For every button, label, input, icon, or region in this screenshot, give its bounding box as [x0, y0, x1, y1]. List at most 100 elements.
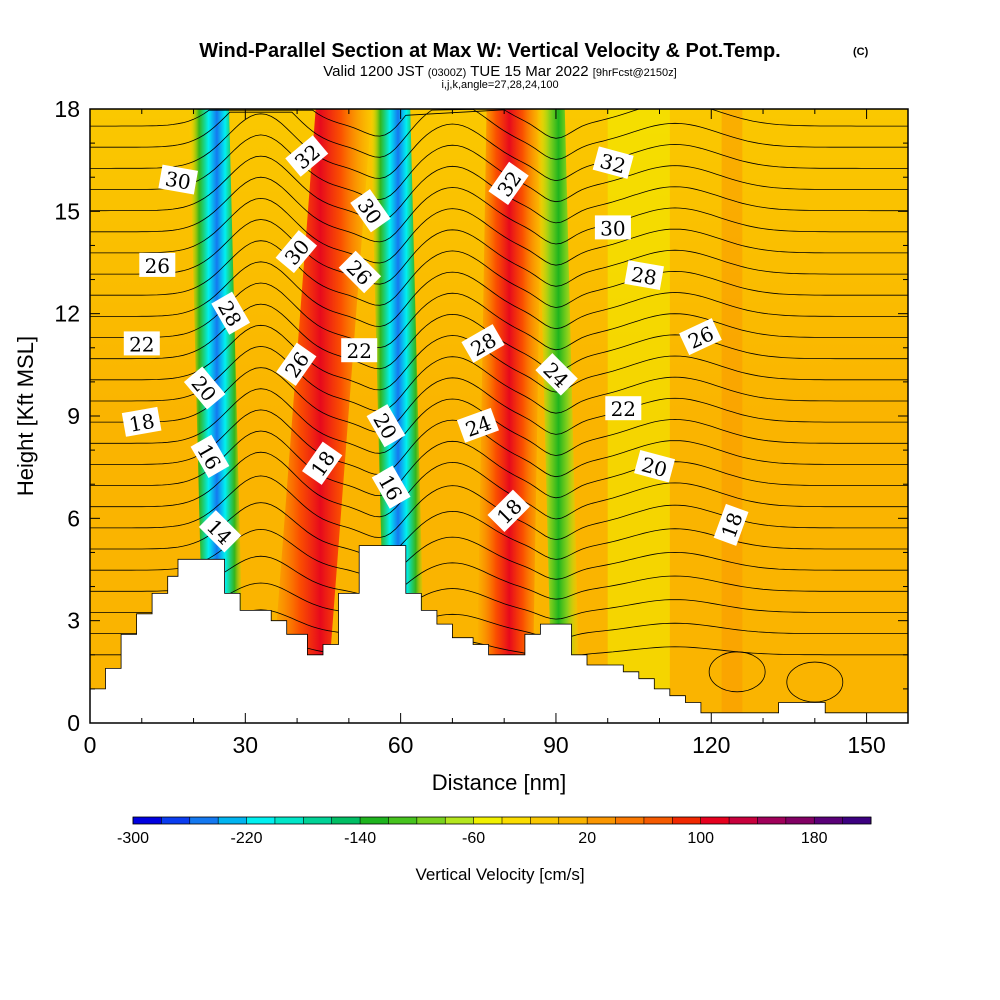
colorbar-tick-label: 20 [578, 830, 596, 847]
x-tick-label: 90 [543, 732, 569, 758]
colorbar-tick-label: -220 [230, 830, 262, 847]
copyright-mark: (C) [853, 46, 869, 58]
colorbar-swatch [785, 817, 815, 824]
theta-contour-line [90, 109, 908, 139]
theta-contour-line [786, 661, 844, 703]
colorbar-swatch [502, 817, 531, 824]
valid-date: TUE 15 Mar 2022 [470, 63, 588, 80]
y-tick-label: 12 [54, 301, 80, 327]
colorbar-tick-label: -300 [117, 830, 149, 847]
y-tick-label: 6 [67, 505, 80, 531]
colorbar-tick-label: -140 [344, 830, 376, 847]
theta-contour-line [90, 240, 908, 308]
theta-contour-line [708, 651, 766, 693]
x-tick-label: 30 [233, 732, 259, 758]
theta-contour-line [90, 261, 908, 330]
colorbar-swatch [473, 817, 503, 824]
valid-time-line: Valid 1200 JST (0300Z) TUE 15 Mar 2022 [… [323, 63, 676, 80]
section-indices: i,j,k,angle=27,28,24,100 [441, 79, 558, 91]
colorbar-swatch [587, 817, 616, 824]
x-tick-label: 120 [692, 732, 730, 758]
contour-label: 22 [123, 331, 160, 356]
theta-contour-line [90, 113, 908, 182]
colorbar-swatch [445, 817, 474, 824]
colorbar-swatch [133, 817, 162, 824]
colorbar-swatch [416, 817, 446, 824]
contour-label-text: 22 [129, 332, 154, 356]
contour-label-text: 22 [611, 397, 636, 421]
theta-contour-line [90, 430, 908, 499]
x-tick-label: 150 [847, 732, 885, 758]
contour-label: 22 [605, 396, 642, 421]
colorbar-swatch [729, 817, 758, 824]
theta-contour-line [90, 345, 908, 414]
colorbar-swatch [558, 817, 588, 824]
colorbar-swatch [303, 817, 332, 824]
theta-contour-line [90, 109, 908, 160]
x-tick-label: 60 [388, 732, 414, 758]
contour-label: 28 [461, 324, 505, 363]
colorbar-tick-label: 100 [687, 830, 714, 847]
theta-contour-line [90, 197, 908, 266]
colorbar-label: Vertical Velocity [cm/s] [415, 865, 584, 884]
x-tick-label: 0 [84, 732, 97, 758]
theta-contour-line [90, 388, 908, 456]
contour-label-text: 22 [346, 339, 371, 363]
contour-label: 26 [139, 252, 176, 278]
y-tick-label: 3 [67, 608, 80, 634]
colorbar-swatch [218, 817, 247, 824]
colorbar-swatch [331, 817, 361, 824]
theta-contour-line [90, 409, 908, 478]
colorbar-tick-label: -60 [462, 830, 485, 847]
contour-label: 18 [121, 406, 162, 437]
forecast-info: [9hrFcst@2150z] [593, 67, 677, 79]
terrain [90, 545, 908, 723]
colorbar-swatch [530, 817, 560, 824]
colorbar-swatch [700, 817, 730, 824]
colorbar-swatch [672, 817, 701, 824]
theta-contour-line [90, 367, 908, 435]
theta-contour-line [90, 176, 908, 245]
colorbar-swatch [360, 817, 389, 824]
colorbar-tick-label: 180 [801, 830, 828, 847]
updraft-band [476, 109, 543, 723]
y-tick-label: 0 [67, 710, 80, 736]
colorbar-swatch [814, 817, 843, 824]
colorbar-swatch [643, 817, 673, 824]
theta-contour-line [90, 451, 908, 520]
colorbar-swatch [388, 817, 418, 824]
colorbar-swatch [189, 817, 219, 824]
colorbar-swatch [842, 817, 872, 824]
colorbar-swatch [246, 817, 276, 824]
valid-time-local: Valid 1200 JST [323, 63, 423, 80]
colorbar-swatch [757, 817, 787, 824]
theta-contour-line [90, 324, 908, 393]
contour-label-text: 18 [127, 409, 156, 437]
y-tick-label: 18 [54, 96, 80, 122]
updraft-band-shape [476, 109, 543, 723]
contour-label-text: 30 [163, 167, 192, 195]
theta-contour-line [90, 219, 908, 287]
axes: 0 30 60 90 120 150 0 3 6 9 12 15 18 [54, 96, 908, 758]
colorbar-swatch [161, 817, 191, 824]
contour-label: 28 [211, 291, 251, 335]
theta-contour-line [90, 134, 908, 203]
contour-label-text: 26 [145, 254, 170, 278]
colorbar-swatch [615, 817, 645, 824]
valid-time-utc: (0300Z) [428, 67, 467, 79]
y-axis-label: Height [Kft MSL] [13, 336, 38, 496]
colorbar: -300 -220 -140 -60 20 100 180 [117, 816, 872, 847]
contour-label: 30 [594, 215, 631, 240]
contour-label: 28 [624, 260, 664, 290]
contour-label-text: 30 [600, 216, 625, 240]
y-tick-label: 9 [67, 403, 80, 429]
chart-title: Wind-Parallel Section at Max W: Vertical… [199, 40, 780, 62]
weak-updraft-column [721, 109, 743, 723]
colorbar-swatch [274, 817, 304, 824]
theta-contour-line [90, 555, 908, 600]
contour-label: 22 [341, 338, 378, 363]
contour-label: 30 [158, 164, 198, 195]
